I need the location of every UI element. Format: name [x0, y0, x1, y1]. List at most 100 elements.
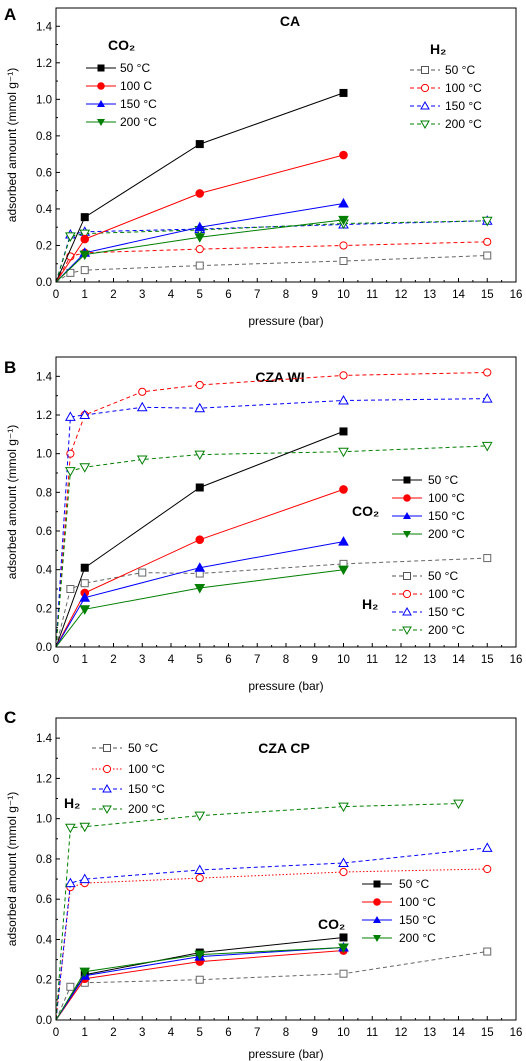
series-line [55, 220, 488, 283]
legend-label: 150 °C [399, 913, 436, 927]
chart-title: CA [280, 13, 300, 29]
x-tick-label: 14 [452, 1027, 465, 1039]
legend-label: 200 °C [120, 115, 157, 129]
series-line [55, 947, 344, 1021]
data-point [194, 221, 206, 232]
chart-title: CZA CP [258, 740, 310, 756]
data-point [136, 455, 148, 465]
data-point [339, 933, 348, 942]
y-axis-label: adsorbed amount (mmol g⁻¹) [5, 792, 19, 946]
data-point [79, 822, 91, 833]
series-line [55, 947, 344, 1021]
y-tick-label: 0.4 [36, 565, 53, 577]
x-tick-label: 13 [423, 289, 436, 301]
data-point [481, 842, 493, 852]
legend-entry: 150 °C [92, 782, 165, 796]
legend-entry: 150 °C [410, 99, 482, 113]
legend-label: 150 °C [128, 782, 165, 796]
data-point [65, 467, 76, 477]
data-point [79, 463, 91, 473]
series-line [55, 868, 488, 1021]
data-point [483, 368, 492, 377]
legend-entry: 50 °C [410, 63, 475, 77]
data-point [194, 950, 206, 961]
legend-entry: 200 °C [362, 931, 436, 945]
data-point [65, 823, 76, 834]
data-point [195, 380, 204, 390]
legend-label: 50 °C [128, 741, 158, 755]
y-tick-label: 1.2 [36, 58, 52, 70]
data-point [79, 250, 91, 261]
legend-group-label: H₂ [362, 596, 378, 612]
panel-letter: B [4, 358, 16, 377]
data-point [65, 232, 76, 242]
legend-label: 150 °C [120, 97, 157, 111]
y-tick-label: 0.6 [36, 167, 52, 179]
x-tick-label: 15 [481, 1027, 494, 1039]
series-line [55, 220, 488, 283]
data-point [79, 409, 91, 419]
legend-label: 50 °C [120, 61, 150, 75]
legend-entry: 50 °C [86, 61, 150, 75]
legend-entry: 50 °C [392, 569, 458, 583]
x-tick-label: 16 [510, 1027, 523, 1039]
legend-group-label: CO₂ [352, 503, 379, 519]
data-point [80, 563, 89, 572]
data-point [339, 485, 348, 494]
legend-entry: 50 °C [362, 877, 429, 891]
legend-label: 200 °C [399, 931, 436, 945]
data-point [79, 229, 91, 240]
data-point [339, 150, 348, 160]
x-tick-label: 6 [225, 654, 231, 666]
y-tick-label: 1.0 [36, 814, 52, 826]
data-point [338, 565, 349, 576]
legend-entry: 150 °C [392, 605, 465, 619]
panel-c: C CZA CP 0 1 2 3 4 5 6 7 8 9 10 11 12 13 14 15 160.00.20… [4, 708, 522, 1061]
data-point [138, 568, 147, 577]
y-tick-label: 0.4 [36, 204, 53, 216]
x-tick-label: 3 [139, 654, 145, 666]
y-tick-label: 0.8 [36, 131, 52, 143]
legend-entry: 150 °C [362, 913, 436, 927]
x-tick-label: 10 [337, 289, 350, 301]
legend-entry: 100 °C [392, 491, 465, 505]
legend-group-label: CO₂ [318, 916, 345, 932]
y-tick-label: 0.8 [36, 854, 52, 866]
series-line [55, 203, 344, 283]
y-tick-label: 1.2 [36, 410, 52, 422]
data-point [338, 802, 349, 813]
plot-frame [55, 717, 517, 1021]
legend-label: 100 °C [128, 762, 165, 776]
data-point [66, 268, 75, 277]
data-point [194, 811, 206, 822]
y-tick-label: 0.0 [36, 1015, 52, 1027]
y-tick-label: 0.6 [36, 526, 52, 538]
x-tick-label: 11 [366, 654, 378, 666]
data-point [338, 536, 349, 546]
x-tick-label: 1 [82, 654, 88, 666]
panel-letter: A [4, 5, 16, 24]
data-point [79, 592, 91, 602]
data-point [195, 535, 205, 545]
data-point [338, 447, 349, 458]
x-axis-label: pressure (bar) [248, 679, 323, 693]
legend-entry: 200 °C [86, 115, 157, 129]
y-tick-label: 0.2 [36, 603, 52, 615]
x-tick-label: 5 [197, 654, 203, 666]
legend-entry: 200 °C [392, 527, 465, 541]
legend-label: 100 °C [399, 895, 436, 909]
legend-entry: 100 °C [362, 895, 436, 909]
legend-label: 200 °C [428, 527, 465, 541]
x-tick-label: 4 [168, 289, 175, 301]
legend-label: 100 °C [428, 587, 465, 601]
panel-letter: C [4, 708, 16, 727]
data-point [339, 241, 348, 250]
data-point [483, 251, 492, 260]
legend-entry: 200 °C [92, 802, 165, 816]
legend-label: 100 C [120, 79, 152, 93]
data-point [195, 189, 205, 198]
legend-entry: 100 °C [392, 587, 465, 601]
y-tick-label: 1.2 [36, 773, 52, 785]
data-point [195, 483, 204, 492]
